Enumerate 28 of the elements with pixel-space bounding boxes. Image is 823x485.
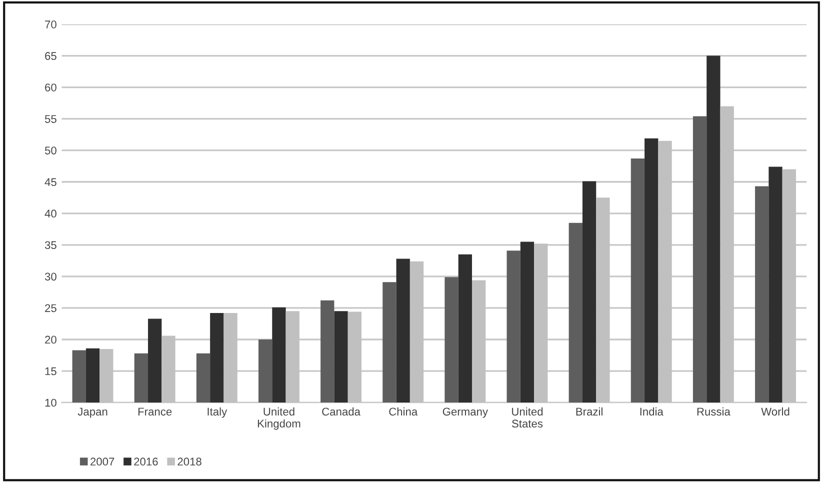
- x-tick-label: China: [389, 407, 418, 416]
- x-tick-label: Italy: [208, 407, 228, 418]
- y-tick-label: 40: [44, 210, 56, 218]
- legend-label: 2016: [134, 458, 158, 466]
- x-tick-label: India: [640, 407, 664, 416]
- x-tick-label: United Kingdom: [258, 407, 300, 430]
- y-tick-label: 45: [44, 178, 56, 186]
- legend-label: 2018: [178, 458, 202, 466]
- legend-label: 2007: [90, 458, 114, 466]
- y-tick-label: 20: [45, 336, 56, 344]
- y-tick-label: 55: [44, 115, 56, 123]
- y-tick-label: 60: [45, 84, 56, 92]
- x-tick-label: World: [761, 407, 790, 416]
- x-tick-label: Brazil: [576, 407, 602, 416]
- y-tick-label: 70: [45, 20, 56, 28]
- y-tick-label: 15: [45, 367, 56, 376]
- x-tick-label: United States: [512, 407, 543, 428]
- y-tick-label: 65: [45, 52, 56, 60]
- x-tick-label: Canada: [322, 407, 360, 416]
- x-tick-label: Russia: [697, 407, 730, 416]
- y-tick-label: 10: [45, 398, 56, 407]
- y-tick-label: 25: [45, 304, 56, 312]
- y-tick-label: 35: [44, 241, 56, 250]
- y-tick-label: 50: [44, 146, 56, 154]
- y-tick-label: 30: [44, 272, 56, 281]
- x-tick-label: France: [138, 408, 172, 416]
- x-tick-label: Germany: [442, 408, 488, 418]
- x-tick-label: Japan: [78, 408, 108, 418]
